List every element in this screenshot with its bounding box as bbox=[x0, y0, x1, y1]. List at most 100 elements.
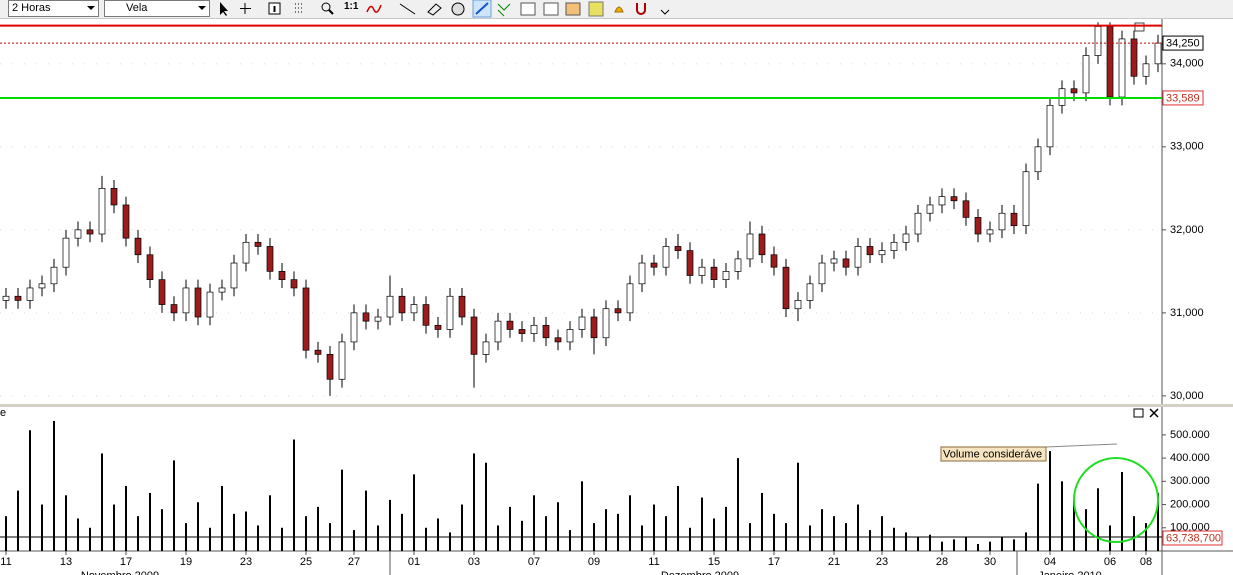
x-tick-label: 21 bbox=[828, 556, 840, 568]
candle-body bbox=[350, 312, 358, 343]
candle-body bbox=[254, 241, 262, 247]
candle-body bbox=[1094, 26, 1102, 56]
volume-bar bbox=[1049, 451, 1051, 551]
pointer-icon[interactable] bbox=[220, 2, 228, 16]
chart-tool-icon[interactable] bbox=[565, 2, 581, 16]
volume-bar bbox=[797, 462, 799, 551]
volume-bar bbox=[1013, 539, 1015, 551]
candle-body bbox=[122, 204, 130, 239]
price-label: 34,250 bbox=[1166, 37, 1200, 49]
candle-body bbox=[1118, 38, 1126, 98]
volume-bar bbox=[329, 523, 331, 551]
crosshair-icon[interactable] bbox=[240, 3, 251, 14]
reference-label: 63,738,700 bbox=[1166, 532, 1221, 544]
candle-body bbox=[662, 246, 670, 268]
volume-bar bbox=[773, 513, 775, 551]
line-icon[interactable] bbox=[399, 3, 416, 15]
volume-bar bbox=[281, 527, 283, 551]
volume-bar bbox=[917, 537, 919, 551]
chart-tool-icon[interactable] bbox=[497, 3, 511, 17]
candle-body bbox=[686, 250, 694, 276]
candle-body bbox=[326, 354, 334, 380]
candle-body bbox=[842, 258, 850, 268]
volume-bar bbox=[461, 504, 463, 551]
zoom-button[interactable]: 1:1 bbox=[344, 1, 359, 12]
candle-body bbox=[698, 266, 706, 276]
x-tick-label: 13 bbox=[60, 556, 72, 568]
volume-bar bbox=[809, 525, 811, 551]
volume-bar bbox=[173, 460, 175, 551]
x-tick-label: 06 bbox=[1104, 556, 1116, 568]
volume-bar bbox=[785, 523, 787, 551]
candle-body bbox=[878, 250, 886, 256]
tool-icon[interactable] bbox=[451, 2, 465, 16]
x-tick-label: 11 bbox=[0, 556, 11, 568]
volume-bar bbox=[497, 525, 499, 551]
volume-bar bbox=[617, 513, 619, 551]
chart-tool-icon[interactable] bbox=[588, 1, 604, 17]
candle-body bbox=[194, 287, 202, 318]
volume-bar bbox=[953, 539, 955, 551]
x-tick-label: 15 bbox=[708, 556, 720, 568]
volume-bar bbox=[893, 527, 895, 551]
candle-body bbox=[626, 283, 634, 314]
more-icon[interactable] bbox=[660, 9, 670, 15]
candle-body bbox=[422, 304, 430, 326]
candle-body bbox=[794, 300, 802, 310]
candle-body bbox=[926, 204, 934, 214]
candle-body bbox=[206, 291, 214, 318]
chart-tool-icon[interactable] bbox=[520, 2, 536, 16]
candle-body bbox=[230, 262, 238, 289]
indicator-icon[interactable] bbox=[366, 4, 382, 13]
volume-bar bbox=[257, 525, 259, 551]
volume-bar bbox=[1121, 472, 1123, 551]
chart-tool-icon[interactable] bbox=[543, 2, 559, 16]
candle-body bbox=[398, 295, 406, 314]
magnet-icon[interactable] bbox=[636, 3, 646, 15]
candle-body bbox=[986, 229, 994, 235]
candle-body bbox=[590, 316, 598, 339]
volume-bar bbox=[713, 518, 715, 551]
candle-body bbox=[830, 258, 838, 264]
volume-bar bbox=[857, 504, 859, 551]
volume-bar bbox=[977, 544, 979, 551]
volume-bar bbox=[1133, 516, 1135, 551]
candle-body bbox=[974, 217, 982, 235]
eraser-icon[interactable] bbox=[427, 3, 442, 16]
candle-body bbox=[146, 254, 154, 281]
alert-icon[interactable] bbox=[614, 6, 624, 13]
candle-body bbox=[770, 254, 778, 268]
interval-dropdown[interactable]: 2 Horas bbox=[8, 0, 99, 17]
x-tick-label: 07 bbox=[528, 556, 540, 568]
volume-bar bbox=[1001, 537, 1003, 551]
candle-body bbox=[782, 266, 790, 310]
candle-body bbox=[2, 295, 10, 301]
pane-maximize[interactable] bbox=[1134, 22, 1145, 32]
x-tick-label: 27 bbox=[348, 556, 360, 568]
chart-style-text: Vela bbox=[126, 2, 148, 14]
volume-bar bbox=[557, 502, 559, 551]
pane-close[interactable] bbox=[1149, 408, 1159, 418]
chart-style-dropdown[interactable]: Vela bbox=[104, 0, 210, 17]
volume-bar bbox=[581, 481, 583, 551]
volume-bar bbox=[413, 474, 415, 551]
candle-body bbox=[530, 324, 538, 334]
candle-body bbox=[374, 316, 382, 322]
annotation-pointer bbox=[1045, 443, 1118, 448]
pane-maximize[interactable] bbox=[1133, 408, 1144, 418]
volume-bar bbox=[233, 513, 235, 551]
candle-body bbox=[722, 271, 730, 281]
x-tick-label: 04 bbox=[1044, 556, 1056, 568]
grid-icon[interactable] bbox=[295, 3, 302, 13]
candle-body bbox=[302, 287, 310, 351]
candle-body bbox=[518, 329, 526, 334]
candle-body bbox=[74, 229, 82, 239]
toolbar: 2 Horas Vela 1:1 bbox=[0, 0, 1233, 19]
volume-bar bbox=[341, 469, 343, 551]
zoom-icon[interactable] bbox=[321, 2, 331, 12]
volume-bar bbox=[1109, 525, 1111, 551]
volume-bar bbox=[881, 516, 883, 551]
candle-body bbox=[1046, 104, 1054, 148]
volume-bar bbox=[545, 516, 547, 551]
